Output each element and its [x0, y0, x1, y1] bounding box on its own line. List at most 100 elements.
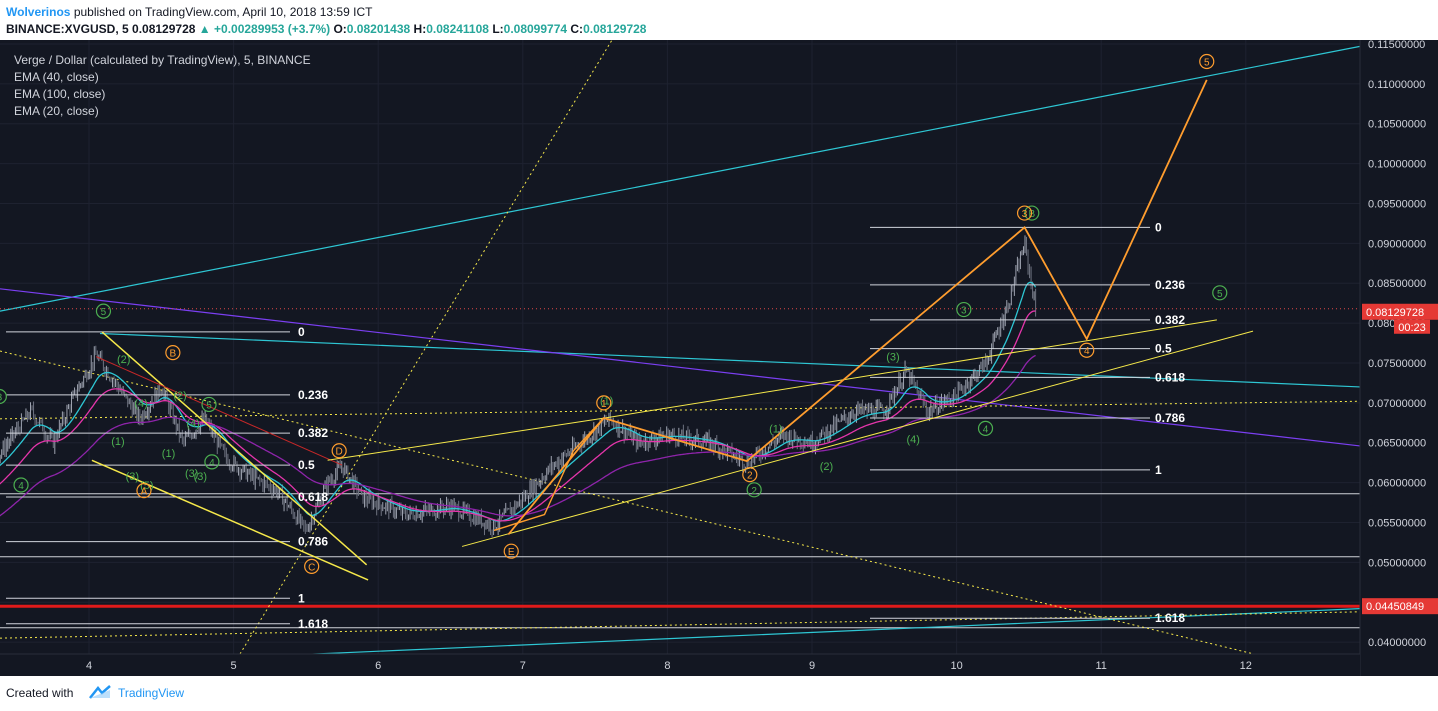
x-tick-label: 5	[231, 660, 237, 672]
countdown-text: 00:23	[1398, 322, 1426, 334]
countdown-badge	[1394, 319, 1430, 334]
wave-orange-circle	[503, 543, 519, 559]
orange-wave-path	[507, 79, 1208, 536]
wave-green-label: 4	[209, 458, 215, 469]
wave-green-label: (3)	[194, 471, 207, 483]
wave-green-label: 5	[1217, 289, 1223, 300]
close-label: C:	[570, 22, 584, 36]
symbol-name: BINANCE:XVGUSD, 5	[6, 22, 129, 36]
support-price-badge	[1362, 598, 1438, 615]
open-label: O:	[333, 22, 347, 36]
x-tick-label: 7	[520, 660, 526, 672]
y-tick-label: 0.04000000	[1368, 637, 1426, 649]
fib-left-label: 0.5	[298, 458, 315, 472]
change-value: +0.00289953 (+3.7%)	[214, 22, 331, 36]
ema-20-line	[0, 281, 1037, 522]
wave-green-circle	[0, 388, 7, 405]
wave-orange-circle	[165, 345, 181, 361]
x-tick-label: 4	[86, 660, 92, 672]
wave-orange-label: 4	[1084, 346, 1090, 357]
wave-green-label: (2)	[117, 354, 130, 366]
fib-left-label: 0	[298, 325, 305, 339]
y-tick-label: 0.05500000	[1368, 518, 1426, 530]
wave-green-circle	[13, 477, 29, 493]
yellow-upper-trend	[327, 416, 610, 461]
y-tick-label: 0.08500000	[1368, 278, 1426, 290]
chart-legend: Verge / Dollar (calculated by TradingVie…	[14, 52, 311, 120]
purple-trend-line	[0, 288, 1361, 447]
x-tick-label: 10	[950, 660, 962, 672]
y-tick-label: 0.11500000	[1368, 40, 1425, 51]
support-price-text: 0.04450849	[1366, 601, 1424, 613]
fib-left-label: 0.786	[298, 535, 328, 549]
orange-subwave-path	[493, 417, 605, 532]
wave-green-label: 2	[751, 486, 757, 497]
tradingview-logo-icon[interactable]	[88, 684, 112, 700]
fib-right-label: 1.618	[1155, 611, 1185, 625]
ema-100-line	[0, 354, 1036, 517]
price-chart[interactable]: 0 0.236 0.382 0.5 0.618 0.786 1 1.618 0 0.236 0.38…	[0, 40, 1438, 676]
y-tick-label: 0.07000000	[1368, 398, 1426, 410]
fib-left-label: 1	[298, 591, 305, 605]
wave-green-circle	[201, 396, 217, 413]
y-tick-label: 0.09500000	[1368, 198, 1426, 210]
legend-ema-100[interactable]: EMA (100, close)	[14, 87, 106, 101]
price-axis	[1360, 40, 1438, 676]
y-tick-label: 0.10000000	[1368, 159, 1426, 171]
dotted-descending-line	[0, 350, 1348, 676]
wave-green-label: (1)	[769, 423, 782, 435]
legend-ema-20[interactable]: EMA (20, close)	[14, 104, 99, 118]
symbol-line: BINANCE:XVGUSD, 5 0.08129728 ▲ +0.002899…	[6, 22, 646, 36]
wave-green-label: (1)	[111, 436, 124, 448]
wave-green-label: (1)	[162, 448, 175, 460]
yellow-lower-trend	[461, 330, 1254, 547]
wave-orange-label: 1	[601, 399, 607, 410]
publish-line: Wolverinos published on TradingView.com,…	[6, 5, 372, 19]
fib-right-label: 0.236	[1155, 278, 1185, 292]
low-label: L:	[492, 22, 504, 36]
wave-green-label: (2)	[173, 390, 186, 402]
publish-info: published on TradingView.com, April 10, …	[73, 5, 373, 19]
high-label: H:	[413, 22, 427, 36]
wave-green-label: 3	[0, 392, 3, 403]
y-tick-label: 0.06000000	[1368, 478, 1426, 490]
wave-green-label: 3	[961, 306, 967, 317]
legend-ema-40[interactable]: EMA (40, close)	[14, 70, 99, 84]
fib-right-label: 0.382	[1155, 313, 1185, 327]
cyan-channel-top	[0, 45, 1361, 312]
wave-orange-label: 2	[747, 471, 753, 482]
wave-orange-label: A	[141, 487, 148, 498]
tradingview-link[interactable]: TradingView	[118, 686, 185, 700]
fib-right-label: 0.618	[1155, 370, 1185, 384]
red-trend-line	[96, 356, 343, 466]
legend-title[interactable]: Verge / Dollar (calculated by TradingVie…	[14, 53, 311, 67]
change-arrow-icon: ▲	[198, 22, 211, 36]
y-tick-label: 0.06500000	[1368, 438, 1426, 450]
close-value: 0.08129728	[583, 22, 647, 36]
wave-orange-circle	[1079, 342, 1095, 358]
wave-green-circle	[746, 482, 762, 498]
last-price: 0.08129728	[132, 22, 196, 36]
wave-green-label: 5	[206, 400, 212, 411]
y-tick-label: 0.11000000	[1368, 79, 1425, 91]
wave-green-label: (2)	[820, 461, 833, 473]
wave-orange-label: E	[508, 547, 515, 558]
open-value: 0.08201438	[346, 22, 411, 36]
x-tick-label: 9	[809, 660, 815, 672]
wave-green-label: (4)	[186, 418, 199, 430]
high-value: 0.08241108	[426, 22, 489, 36]
cyan-trend-line	[99, 332, 1361, 388]
wave-orange-label: 3	[1022, 209, 1028, 220]
fib-left-label: 0.382	[298, 426, 328, 440]
wave-green-label: 5	[101, 307, 107, 318]
fib-left-label: 0.236	[298, 388, 328, 402]
dotted-support-line	[0, 611, 1361, 639]
wave-orange-label: C	[308, 562, 315, 573]
footer-bar: Created with TradingView	[0, 676, 1438, 711]
y-tick-label: 0.07500000	[1368, 358, 1426, 370]
author-link[interactable]: Wolverinos	[6, 5, 71, 19]
x-tick-label: 11	[1095, 660, 1106, 672]
wave-orange-label: B	[170, 349, 177, 360]
chart-area[interactable]: 0 0.236 0.382 0.5 0.618 0.786 1 1.618 0 0.236 0.38…	[0, 40, 1438, 676]
wave-orange-circle	[304, 558, 320, 574]
